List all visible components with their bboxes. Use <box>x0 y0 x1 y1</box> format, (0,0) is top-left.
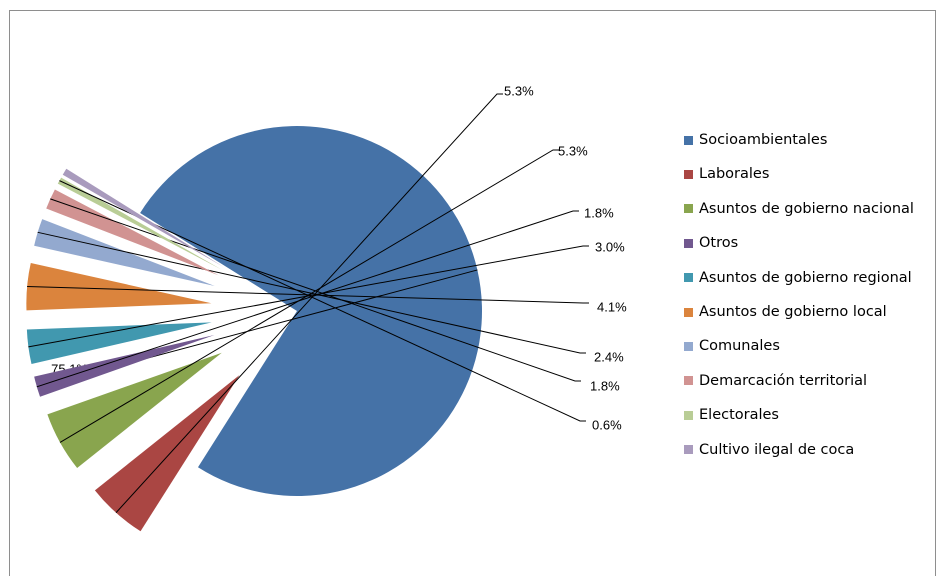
legend-item-laborales: Laborales <box>684 164 769 184</box>
legend-item-asuntos-de-gobierno-local: Asuntos de gobierno local <box>684 302 887 322</box>
legend-swatch <box>684 238 693 248</box>
legend-item-demarcacion-territorial: Demarcación territorial <box>684 371 867 391</box>
legend-swatch <box>684 410 693 420</box>
legend-label: Laborales <box>699 166 770 183</box>
legend-swatch <box>684 169 693 179</box>
legend-label: Electorales <box>699 407 779 424</box>
pie-slice-socioambientales <box>140 126 483 497</box>
legend-swatch <box>684 307 693 317</box>
pie-slice-asuntos-de-gobierno-local <box>26 263 212 311</box>
data-label-asuntos-de-gobierno-nacional: 5.3% <box>558 143 588 158</box>
legend-item-comunales: Comunales <box>684 336 780 356</box>
data-label-otros: 1.8% <box>584 205 614 220</box>
data-label-asuntos-de-gobierno-local: 4.1% <box>597 299 627 314</box>
legend-item-cultivo-ilegal-de-coca: Cultivo ilegal de coca <box>684 440 854 460</box>
pie-slice-asuntos-de-gobierno-nacional <box>47 352 222 469</box>
pie-slice-asuntos-de-gobierno-regional <box>26 322 212 364</box>
data-label-asuntos-de-gobierno-regional: 3.0% <box>595 239 625 254</box>
pie-slice-demarcacion-territorial <box>46 189 219 276</box>
leader-line <box>27 286 589 304</box>
legend-item-asuntos-de-gobierno-nacional: Asuntos de gobierno nacional <box>684 199 914 219</box>
legend-label: Asuntos de gobierno regional <box>699 269 912 286</box>
legend-swatch <box>684 204 693 214</box>
leader-line <box>37 231 586 354</box>
legend-label: Asuntos de gobierno local <box>699 304 887 320</box>
legend-swatch <box>684 376 693 386</box>
leader-line <box>59 149 559 443</box>
legend-label: Demarcación territorial <box>699 372 868 389</box>
legend-swatch <box>684 445 693 455</box>
leader-line <box>36 210 579 388</box>
data-label-comunales: 2.4% <box>594 349 624 364</box>
legend-item-socioambientales: Socioambientales <box>684 130 827 150</box>
legend-swatch <box>684 273 693 283</box>
legend-label: Cultivo ilegal de coca <box>699 441 855 458</box>
data-label-electorales: 0.6% <box>592 417 622 432</box>
legend-swatch <box>684 341 693 351</box>
legend-item-electorales: Electorales <box>684 405 779 425</box>
pie-slice-cultivo-ilegal-de-coca <box>62 168 224 267</box>
legend-swatch <box>684 135 693 145</box>
leader-line <box>50 198 581 382</box>
pie-slice-otros <box>34 335 215 397</box>
legend-label: Comunales <box>699 338 780 355</box>
pie-slice-laborales <box>94 375 240 532</box>
legend-label: Asuntos de gobierno nacional <box>699 200 914 217</box>
legend-item-otros: Otros <box>684 233 738 253</box>
data-label-laborales: 5.3% <box>504 83 534 98</box>
leader-line <box>59 180 586 422</box>
leader-line <box>115 93 503 514</box>
data-label-demarcacion-territorial: 1.8% <box>590 378 620 393</box>
legend-label: Socioambientales <box>699 132 828 148</box>
legend-item-asuntos-de-gobierno-regional: Asuntos de gobierno regional <box>684 268 912 288</box>
leader-line <box>28 245 589 348</box>
pie-slice-comunales <box>34 219 215 287</box>
pie-slice-electorales <box>57 177 222 270</box>
legend-label: Otros <box>699 235 739 252</box>
